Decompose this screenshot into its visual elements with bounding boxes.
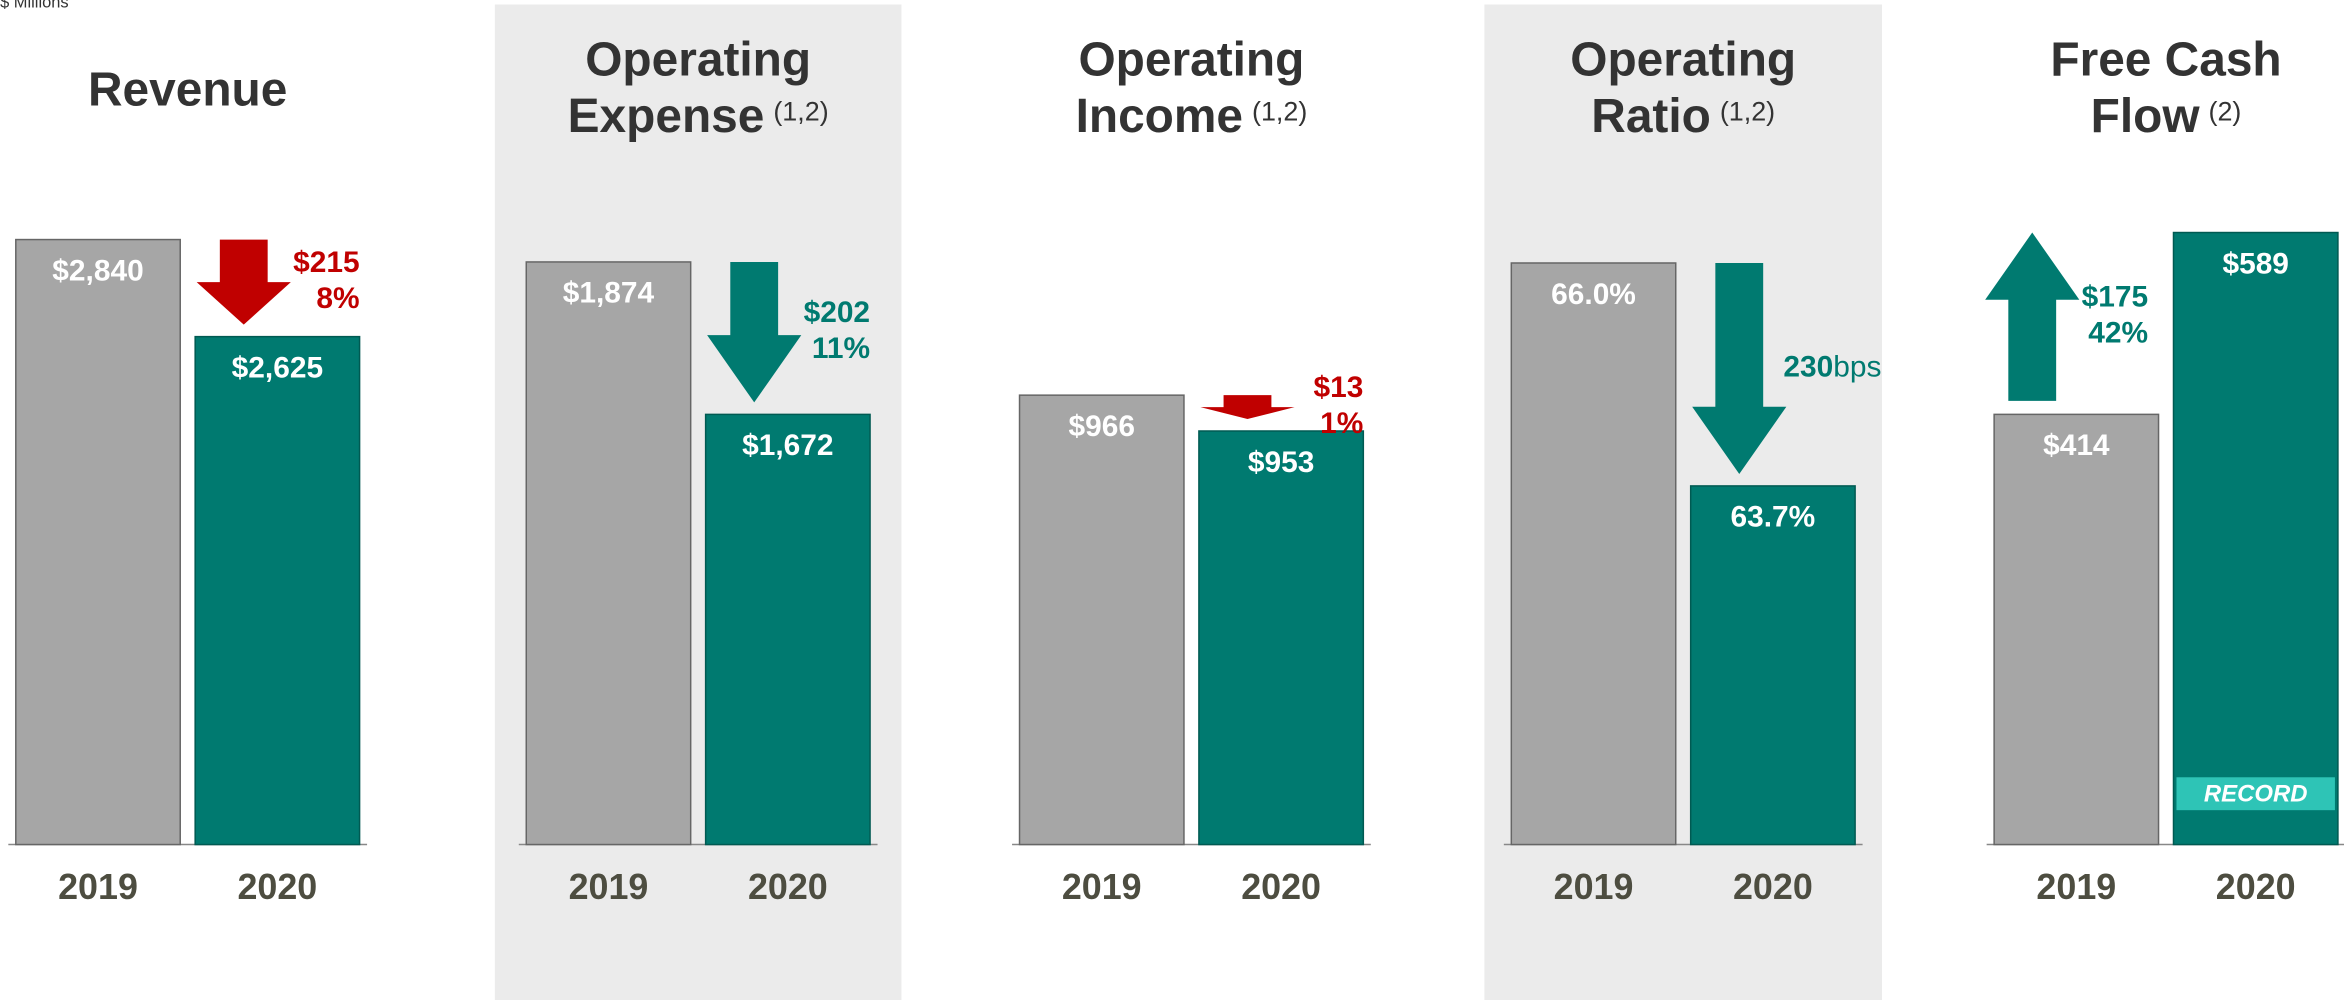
bar — [1018, 394, 1185, 846]
change-amount: $202 — [804, 296, 870, 329]
value-label: $953 — [1248, 446, 1314, 479]
chart-title: Operating — [585, 33, 811, 86]
value-label: $1,874 — [563, 277, 655, 310]
x-tick-label: 2020 — [748, 867, 828, 907]
x-tick-label: 2020 — [2216, 867, 2296, 907]
bar — [1510, 262, 1677, 846]
footnote: (1,2) — [773, 97, 828, 127]
x-tick-label: 2019 — [1062, 867, 1142, 907]
change-amount: $175 — [2082, 281, 2148, 314]
bar — [1198, 430, 1365, 846]
bar — [2172, 231, 2339, 846]
change-arrow — [1200, 395, 1295, 420]
chart-title: Income — [1076, 90, 1243, 143]
value-label: $1,672 — [742, 429, 833, 462]
change-arrow — [196, 239, 291, 325]
chart-title: Ratio — [1591, 90, 1711, 143]
value-label: $2,625 — [232, 351, 323, 384]
x-tick-label: 2020 — [1733, 867, 1813, 907]
bar — [704, 413, 871, 846]
value-label: 63.7% — [1731, 501, 1816, 534]
change-percent: 8% — [316, 282, 359, 315]
footnote: (2) — [2209, 97, 2242, 127]
bar — [1993, 413, 2160, 846]
change-amount: $215 — [293, 246, 359, 279]
change-arrow — [707, 261, 802, 403]
x-tick-label: 2019 — [569, 867, 649, 907]
chart-title: Flow — [2091, 90, 2201, 143]
change-label: 230bps — [1783, 350, 1881, 383]
x-tick-label: 2019 — [2036, 867, 2116, 907]
x-tick-label: 2019 — [58, 867, 138, 907]
change-arrow — [1692, 262, 1787, 474]
bar — [15, 238, 181, 846]
bar — [194, 335, 361, 846]
change-percent: 11% — [812, 332, 870, 365]
value-label: $2,840 — [52, 254, 143, 287]
change-unit: bps — [1833, 350, 1881, 383]
change-percent: 42% — [2088, 317, 2148, 350]
value-label: $414 — [2043, 429, 2110, 462]
change-amount: 230 — [1783, 350, 1833, 383]
footnote: (1,2) — [1252, 97, 1307, 127]
value-label: $589 — [2222, 247, 2288, 280]
unit-note: $ Millions — [0, 0, 69, 11]
bar — [525, 261, 692, 846]
chart-title: Free Cash — [2050, 33, 2281, 86]
bar — [1689, 485, 1856, 846]
change-amount: $13 — [1313, 371, 1363, 404]
footnote: (1,2) — [1720, 97, 1775, 127]
change-arrow — [1985, 232, 2080, 401]
badge-label: RECORD — [2204, 781, 2308, 808]
change-percent: 1% — [1320, 407, 1363, 440]
chart-title: Operating — [1570, 33, 1796, 86]
badge — [2176, 777, 2335, 811]
x-tick-label: 2020 — [237, 867, 317, 907]
chart-title: Revenue — [88, 63, 287, 116]
x-tick-label: 2020 — [1241, 867, 1321, 907]
chart-title: Expense — [568, 90, 765, 143]
value-label: 66.0% — [1551, 278, 1636, 311]
value-label: $966 — [1069, 410, 1135, 443]
x-tick-label: 2019 — [1554, 867, 1634, 907]
chart-title: Operating — [1078, 33, 1304, 86]
